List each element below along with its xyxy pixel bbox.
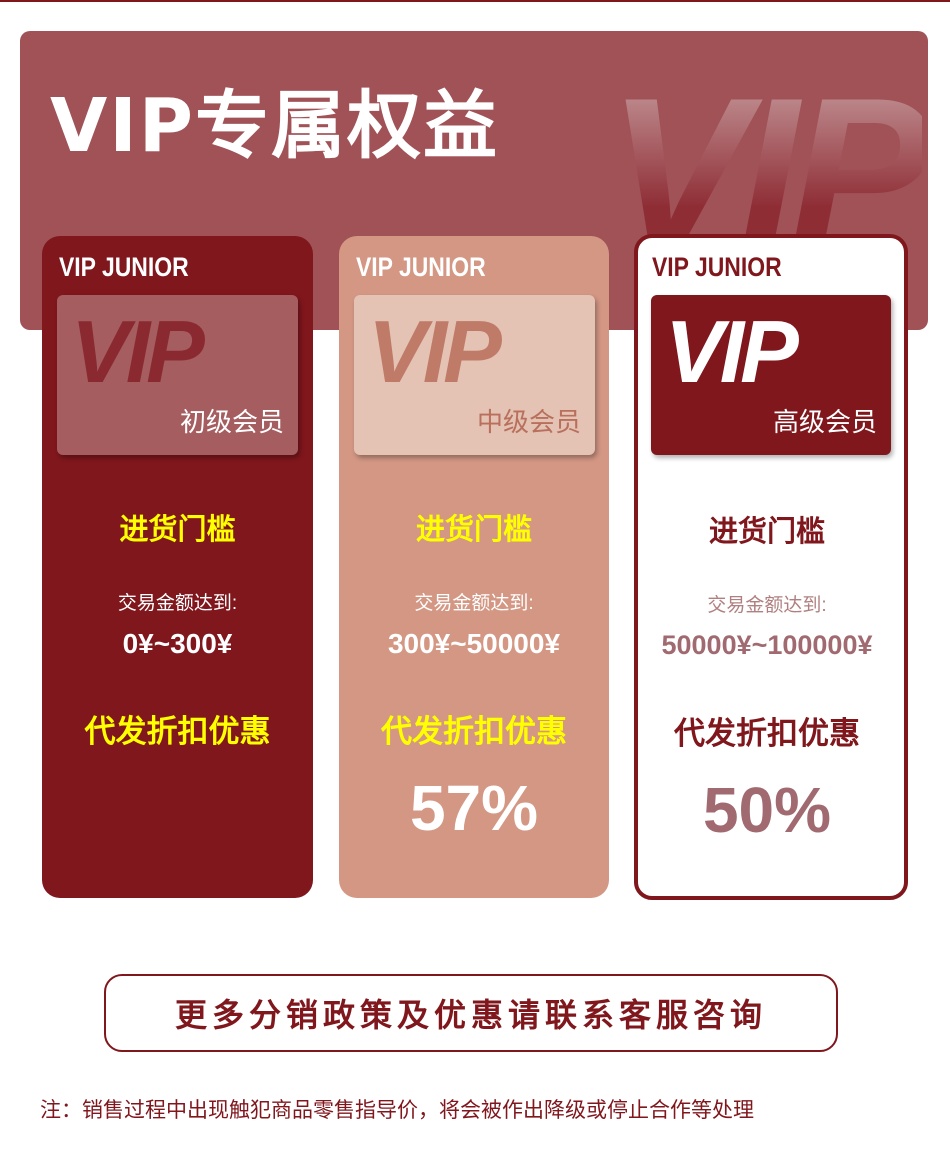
- membership-card: VIP 高级会员: [651, 295, 891, 455]
- vip-card-logo: VIP: [368, 302, 502, 401]
- amount-label: 交易金额达到:: [117, 593, 238, 614]
- discount-value: 57%: [409, 772, 539, 844]
- tier-tag: VIP JUNIOR: [356, 252, 486, 282]
- threshold-label: 进货门槛: [708, 516, 825, 548]
- tier-card-junior: VIP JUNIOR VIP 初级会员 进货门槛 交易金额达到: 0¥~300¥…: [42, 236, 313, 898]
- tier-level: 高级会员: [772, 407, 877, 437]
- threshold-label: 进货门槛: [119, 514, 236, 546]
- amount-label: 交易金额达到:: [707, 595, 827, 616]
- discount-label: 代发折扣优惠: [84, 714, 271, 749]
- tier-card-intermediate: VIP JUNIOR VIP 中级会员 进货门槛 交易金额达到: 300¥~50…: [339, 236, 609, 898]
- discount-label: 代发折扣优惠: [674, 716, 860, 751]
- vip-card-logo: VIP: [665, 302, 799, 401]
- amount-range: 50000¥~100000¥: [661, 630, 873, 660]
- threshold-label: 进货门槛: [415, 514, 532, 546]
- footer-note: 注：销售过程中出现触犯商品零售指导价，将会被作出降级或停止合作等处理: [40, 1099, 754, 1122]
- tier-level: 初级会员: [179, 407, 284, 437]
- amount-range: 300¥~50000¥: [387, 628, 561, 659]
- amount-range: 0¥~300¥: [122, 628, 233, 659]
- page-title: VIP专属权益: [50, 83, 500, 169]
- membership-card: VIP 初级会员: [57, 295, 298, 455]
- top-divider: [0, 0, 950, 2]
- vip-watermark-logo: VIP: [608, 67, 923, 267]
- discount-label: 代发折扣优惠: [381, 714, 567, 749]
- membership-card: VIP 中级会员: [354, 295, 595, 455]
- tier-tag: VIP JUNIOR: [59, 252, 189, 282]
- tier-card-senior: VIP JUNIOR VIP 高级会员 进货门槛 交易金额达到: 50000¥~…: [634, 234, 908, 900]
- tier-tag: VIP JUNIOR: [652, 252, 782, 282]
- contact-service-button[interactable]: 更多分销政策及优惠请联系客服咨询: [104, 974, 838, 1052]
- vip-card-logo: VIP: [71, 302, 205, 401]
- tier-level: 中级会员: [476, 407, 581, 437]
- discount-value: 50%: [702, 774, 832, 846]
- amount-label: 交易金额达到:: [414, 593, 534, 614]
